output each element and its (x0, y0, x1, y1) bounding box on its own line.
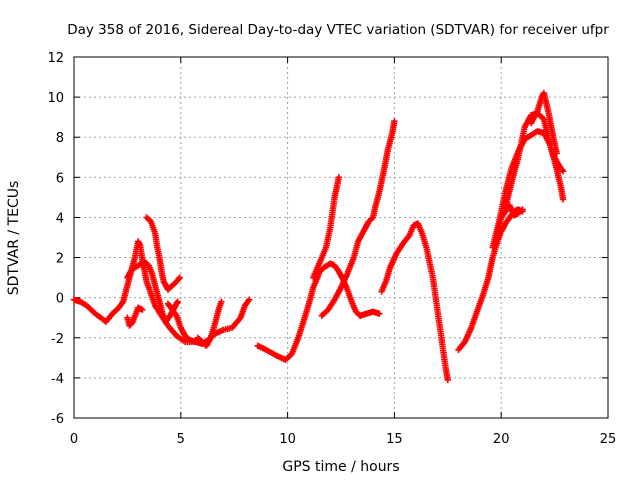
series-markers (378, 220, 451, 384)
y-tick-label: -2 (51, 332, 64, 347)
series-15 (502, 110, 567, 211)
series-16 (527, 89, 560, 157)
y-tick-label: 12 (47, 51, 64, 66)
series-2 (124, 304, 146, 329)
x-tick-label: 5 (177, 432, 185, 447)
x-axis-label: GPS time / hours (282, 459, 399, 475)
y-tick-label: 8 (56, 131, 64, 146)
series-11 (378, 220, 451, 384)
grid (74, 57, 608, 418)
series-10 (357, 308, 383, 319)
series-markers (143, 214, 183, 293)
series-markers (194, 298, 225, 349)
series-markers (254, 260, 364, 363)
series-markers (310, 174, 343, 281)
y-tick-label: 4 (56, 211, 64, 226)
x-tick-label: 25 (600, 432, 617, 447)
series-1 (70, 238, 197, 345)
x-tick-label: 20 (493, 432, 510, 447)
y-tick-label: 0 (56, 292, 64, 307)
series-markers (124, 304, 146, 329)
x-tick-label: 0 (70, 432, 78, 447)
series-8 (310, 174, 343, 281)
series-markers (502, 110, 567, 211)
series-4 (143, 214, 183, 293)
chart-title: Day 358 of 2016, Sidereal Day-to-day VTE… (67, 22, 609, 38)
y-axis-label: SDTVAR / TECUs (6, 181, 22, 296)
series-7 (254, 260, 364, 363)
x-tick-label: 10 (279, 432, 296, 447)
series-9 (318, 118, 398, 319)
y-tick-label: -6 (51, 412, 64, 427)
y-tick-label: -4 (51, 372, 64, 387)
axis-ticks: 0 5 10 15 20 25 -6 -4 -2 0 2 4 6 8 10 12 (47, 51, 616, 447)
series-markers (527, 89, 560, 157)
series-markers (70, 238, 197, 345)
y-tick-label: 6 (56, 171, 64, 186)
series-6 (194, 298, 225, 349)
y-tick-label: 10 (47, 91, 64, 106)
series-markers (357, 308, 383, 319)
plot-frame (73, 56, 609, 419)
x-tick-label: 15 (386, 432, 403, 447)
data-points (70, 89, 567, 384)
y-tick-label: 2 (56, 252, 64, 267)
series-markers (318, 118, 398, 319)
